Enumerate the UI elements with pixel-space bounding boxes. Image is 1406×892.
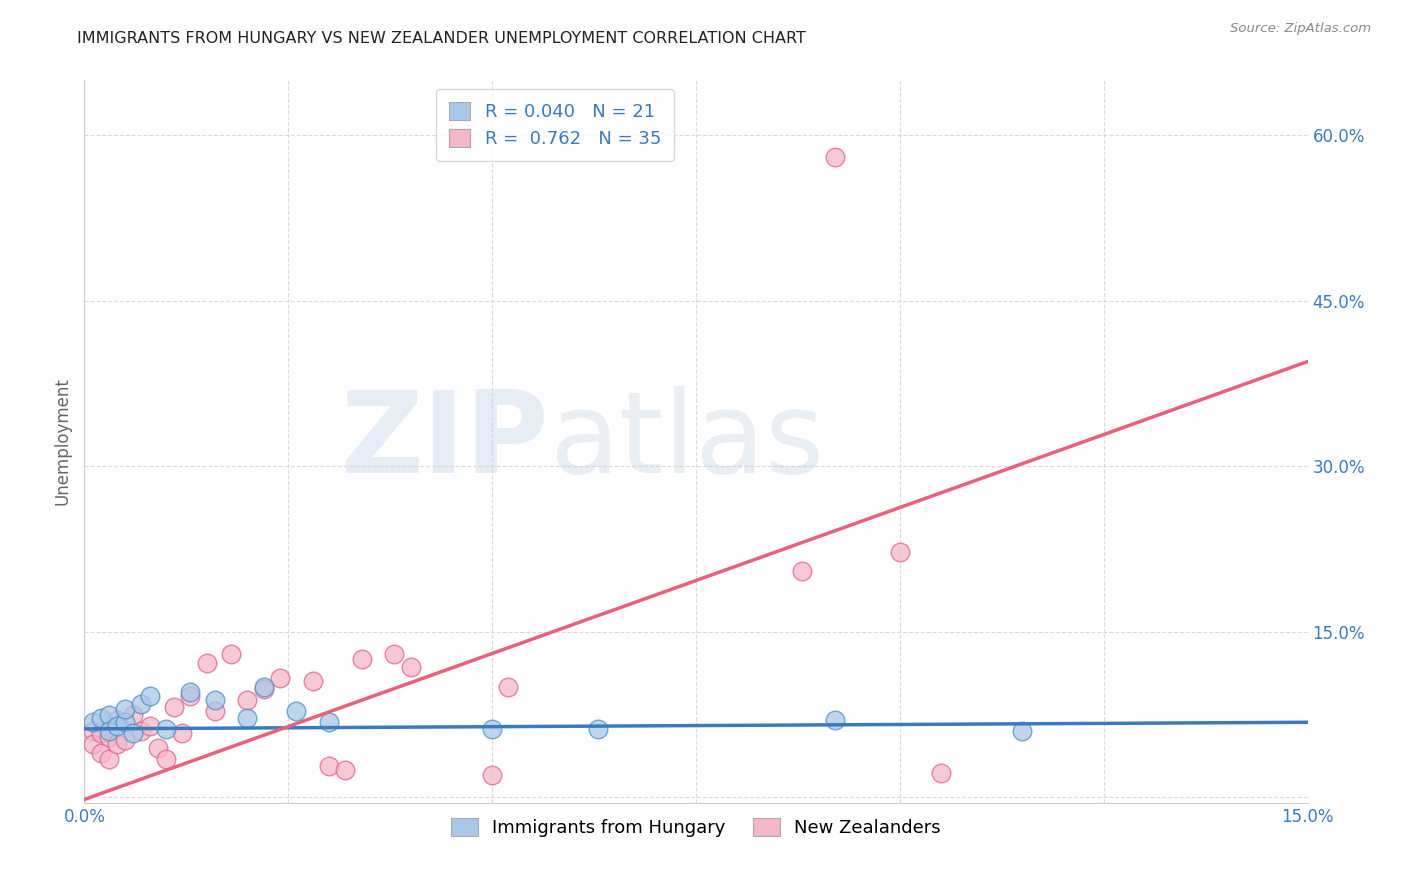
Point <box>97 707 120 722</box>
Point <box>138 689 160 703</box>
Legend: Immigrants from Hungary, New Zealanders: Immigrants from Hungary, New Zealanders <box>444 811 948 845</box>
Point <box>131 697 153 711</box>
Point <box>131 724 153 739</box>
Point <box>204 693 226 707</box>
Point <box>114 733 136 747</box>
Point <box>122 707 145 722</box>
Point <box>399 660 422 674</box>
Point <box>138 718 160 732</box>
Point <box>114 715 136 730</box>
Point <box>90 746 112 760</box>
Point <box>105 718 128 732</box>
Point <box>163 699 186 714</box>
Point <box>318 715 340 730</box>
Point <box>253 680 276 694</box>
Point <box>586 722 609 736</box>
Point <box>301 674 323 689</box>
Point <box>824 151 846 165</box>
Text: atlas: atlas <box>550 386 824 497</box>
Point <box>498 680 520 694</box>
Point <box>219 647 242 661</box>
Point <box>146 740 169 755</box>
Point <box>335 763 357 777</box>
Point <box>90 711 112 725</box>
Point <box>382 647 405 661</box>
Point <box>179 689 201 703</box>
Point <box>97 730 120 744</box>
Point <box>889 545 911 559</box>
Point <box>253 682 276 697</box>
Point <box>929 766 952 780</box>
Point <box>155 752 177 766</box>
Point <box>114 702 136 716</box>
Point <box>97 724 120 739</box>
Text: ZIP: ZIP <box>340 386 550 497</box>
Text: Source: ZipAtlas.com: Source: ZipAtlas.com <box>1230 22 1371 36</box>
Point <box>82 737 104 751</box>
Point <box>1011 724 1033 739</box>
Point <box>172 726 194 740</box>
Point <box>179 685 201 699</box>
Point <box>481 722 503 736</box>
Point <box>236 693 259 707</box>
Point <box>824 713 846 727</box>
Point <box>481 768 503 782</box>
Y-axis label: Unemployment: Unemployment <box>53 377 72 506</box>
Point <box>82 715 104 730</box>
Point <box>90 726 112 740</box>
Text: IMMIGRANTS FROM HUNGARY VS NEW ZEALANDER UNEMPLOYMENT CORRELATION CHART: IMMIGRANTS FROM HUNGARY VS NEW ZEALANDER… <box>77 31 806 46</box>
Point <box>790 564 813 578</box>
Point <box>350 652 373 666</box>
Point <box>97 752 120 766</box>
Point <box>269 671 291 685</box>
Point <box>105 737 128 751</box>
Point <box>122 726 145 740</box>
Point <box>105 713 128 727</box>
Point <box>204 704 226 718</box>
Point <box>195 656 218 670</box>
Point <box>285 704 308 718</box>
Point <box>236 711 259 725</box>
Point <box>318 759 340 773</box>
Point <box>82 724 104 739</box>
Point <box>155 722 177 736</box>
